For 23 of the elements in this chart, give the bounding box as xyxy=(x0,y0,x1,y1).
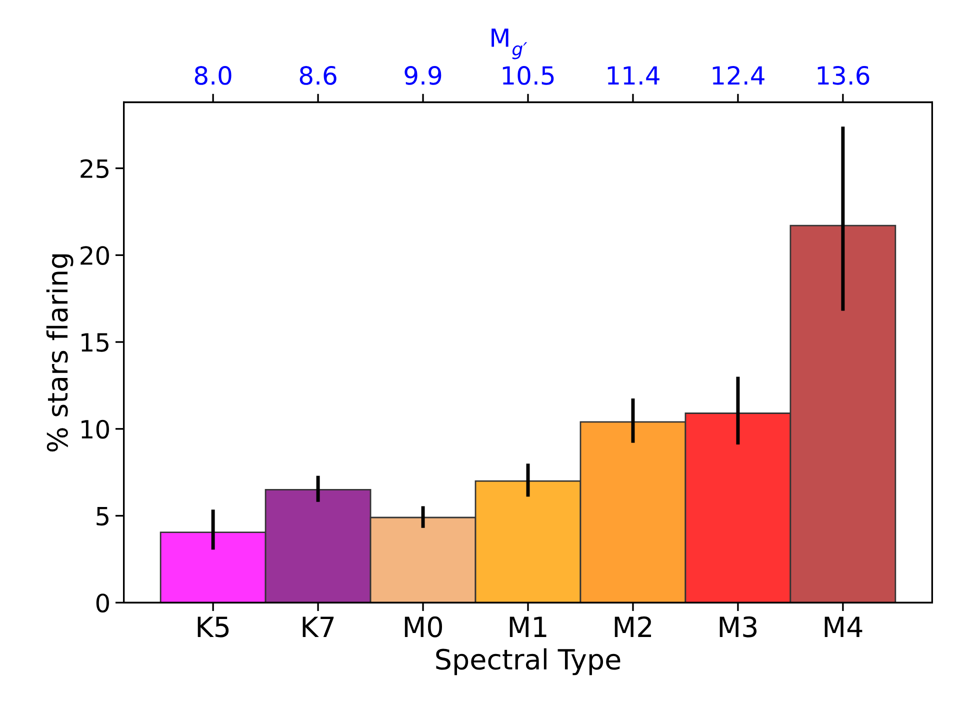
y-axis-title: % stars flaring xyxy=(46,254,74,452)
x-tick-label: M1 xyxy=(510,616,546,637)
x-tick-label: K7 xyxy=(302,616,334,637)
x-axis-title: Spectral Type xyxy=(436,648,620,676)
annotation: 8.0 xyxy=(194,66,232,85)
annotation: 12.4 xyxy=(712,66,764,85)
y-tick-label: 20 xyxy=(80,246,109,265)
x-tick-label: K5 xyxy=(198,616,229,638)
x-tick-label: M3 xyxy=(720,616,757,638)
y-tick-label: 15 xyxy=(82,333,108,352)
annotation: 10.5 xyxy=(502,66,554,85)
y-tick-label: 25 xyxy=(80,159,108,178)
y-tick-label: 5 xyxy=(96,507,108,526)
y-tick-label: 10 xyxy=(82,420,109,439)
y-tick-label: 0 xyxy=(96,594,109,612)
annotation: 11.4 xyxy=(608,66,660,85)
x2-axis-title: Mg′ xyxy=(492,28,528,60)
annotation: 9.9 xyxy=(404,66,442,85)
annotation: 8.6 xyxy=(300,66,336,85)
annotation: 13.6 xyxy=(818,66,870,85)
x-tick-label: M4 xyxy=(824,616,862,637)
x-tick-label: M2 xyxy=(614,616,652,637)
x-tick-label: M0 xyxy=(404,616,442,638)
